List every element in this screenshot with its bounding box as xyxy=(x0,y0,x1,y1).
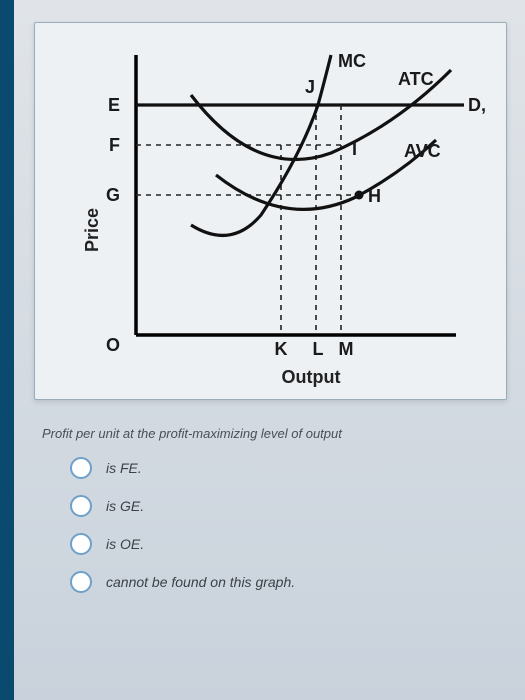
label-I: I xyxy=(352,139,357,159)
label-M: M xyxy=(338,339,353,359)
option-label: is GE. xyxy=(106,498,144,514)
radio-icon xyxy=(70,571,92,593)
label-J: J xyxy=(304,77,314,97)
label-O: O xyxy=(105,335,119,355)
label-F: F xyxy=(109,135,120,155)
option-2[interactable]: is GE. xyxy=(70,495,525,517)
radio-icon xyxy=(70,533,92,555)
label-ATC: ATC xyxy=(398,69,434,89)
radio-icon xyxy=(70,457,92,479)
label-L: L xyxy=(312,339,323,359)
label-K: K xyxy=(274,339,287,359)
screenshot-root: Price E xyxy=(0,0,525,700)
option-3[interactable]: is OE. xyxy=(70,533,525,555)
label-G: G xyxy=(105,185,119,205)
cost-curve-chart: Price E xyxy=(56,35,486,395)
label-AVC: AVC xyxy=(404,141,441,161)
label-MC: MC xyxy=(338,51,366,71)
question-text: Profit per unit at the profit-maximizing… xyxy=(42,426,497,441)
chart-card: Price E xyxy=(34,22,507,400)
option-label: is OE. xyxy=(106,536,144,552)
option-label: cannot be found on this graph. xyxy=(106,574,295,590)
radio-icon xyxy=(70,495,92,517)
label-DMR: D, MR xyxy=(468,95,486,115)
option-4[interactable]: cannot be found on this graph. xyxy=(70,571,525,593)
x-axis-label: Output xyxy=(281,367,340,387)
label-H: H xyxy=(368,186,381,206)
y-axis-label: Price xyxy=(82,208,102,252)
avc-curve xyxy=(216,140,436,209)
option-1[interactable]: is FE. xyxy=(70,457,525,479)
label-E: E xyxy=(107,95,119,115)
window-left-edge xyxy=(0,0,14,700)
option-label: is FE. xyxy=(106,460,142,476)
chart-container: Price E xyxy=(43,35,498,395)
point-H-marker xyxy=(354,191,363,200)
answer-options: is FE. is GE. is OE. cannot be found on … xyxy=(70,457,525,593)
